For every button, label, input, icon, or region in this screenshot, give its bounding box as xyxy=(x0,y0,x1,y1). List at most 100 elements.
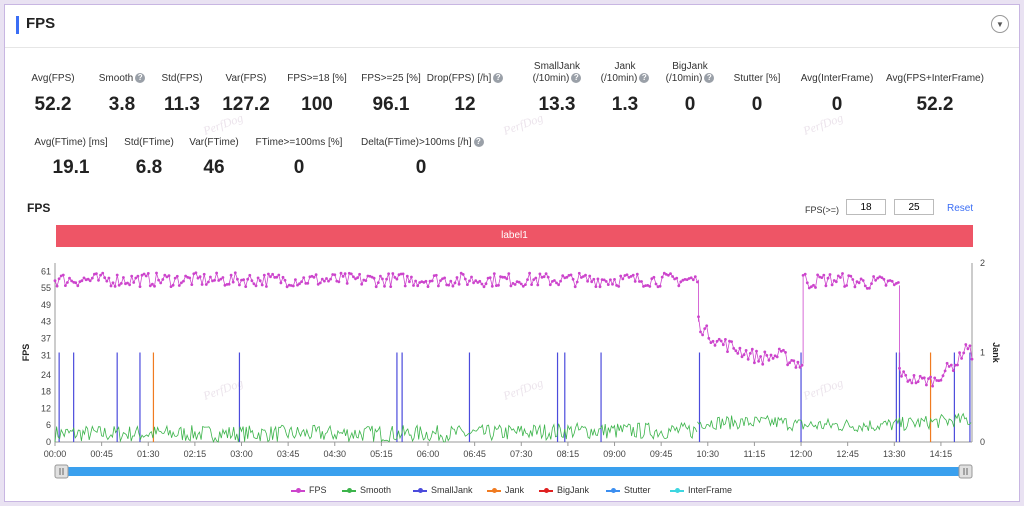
fps-point xyxy=(352,275,355,279)
fps-point xyxy=(573,285,577,289)
fps-point xyxy=(202,272,206,276)
fps-point xyxy=(457,282,461,286)
x-tick-label: 03:45 xyxy=(277,449,300,459)
fps-point xyxy=(730,340,733,343)
x-tick-label: 06:45 xyxy=(463,449,486,459)
help-icon[interactable]: ? xyxy=(639,73,650,84)
legend-item-jank[interactable]: Jank xyxy=(487,485,524,495)
fps-point xyxy=(126,281,129,285)
reset-link[interactable]: Reset xyxy=(947,203,974,214)
legend-item-smooth[interactable]: Smooth xyxy=(342,485,391,495)
legend-item-fps[interactable]: FPS xyxy=(291,485,327,495)
fps-point xyxy=(761,362,765,366)
help-icon[interactable]: ? xyxy=(473,137,484,148)
fps-point xyxy=(683,278,687,281)
fps-point xyxy=(509,284,513,288)
fps-point xyxy=(565,275,569,279)
y-tick-label: 6 xyxy=(46,420,51,430)
fps-point xyxy=(876,276,880,280)
y-tick-label: 37 xyxy=(41,334,51,344)
label-bar[interactable]: label1 xyxy=(56,225,973,247)
fps-point xyxy=(470,275,473,279)
fps-point xyxy=(788,361,791,365)
fps-point xyxy=(420,280,424,283)
watermark: PerfDog xyxy=(200,376,245,404)
help-icon[interactable]: ? xyxy=(135,73,146,84)
fps-point xyxy=(687,277,691,280)
fps-point xyxy=(159,281,163,285)
fps-point xyxy=(503,275,507,279)
fps-point xyxy=(515,280,519,283)
stat-r1-2: Std(FPS) 11.3 xyxy=(122,73,242,115)
fps-point xyxy=(80,279,84,283)
stat-label: BigJank (/10min)? xyxy=(630,61,750,85)
stat-value: 100 xyxy=(301,94,333,115)
fps-point xyxy=(366,274,370,278)
fps-point xyxy=(773,354,777,358)
fps-point xyxy=(432,274,436,277)
fps-point xyxy=(138,285,142,288)
fps-point xyxy=(312,275,316,279)
fps-point xyxy=(604,280,608,283)
legend-label: InterFrame xyxy=(688,485,733,495)
x-tick-label: 12:45 xyxy=(836,449,859,459)
fps-point xyxy=(175,274,179,278)
fps-point xyxy=(563,276,567,280)
fps-point xyxy=(750,347,754,351)
fps-point xyxy=(204,283,208,286)
fps-point xyxy=(707,336,711,340)
stat-r2-3: FTime>=100ms [%] 0 xyxy=(239,137,359,178)
stat-label: Var(FTime) xyxy=(189,137,239,148)
fps-point xyxy=(721,343,725,347)
fps-threshold-input-1[interactable] xyxy=(846,199,886,215)
fps-point xyxy=(225,283,229,286)
fps-point xyxy=(298,282,301,286)
fps-point xyxy=(861,279,865,282)
stat-label: FTime>=100ms [%] xyxy=(255,137,343,148)
legend-item-stutter[interactable]: Stutter xyxy=(606,485,651,495)
fps-point xyxy=(748,352,752,355)
stat-label: Smooth? xyxy=(62,73,182,85)
fps-point xyxy=(652,275,656,279)
legend-item-interframe[interactable]: InterFrame xyxy=(670,485,732,495)
fps-point xyxy=(586,279,589,283)
help-icon[interactable]: ? xyxy=(571,73,582,84)
fps-point xyxy=(148,284,152,288)
help-icon[interactable]: ? xyxy=(493,73,504,84)
fps-point xyxy=(103,276,107,280)
collapse-chevron-icon[interactable]: ▼ xyxy=(991,15,1009,33)
help-icon[interactable]: ? xyxy=(704,73,715,84)
fps-point xyxy=(383,284,386,288)
fps-point xyxy=(97,278,100,282)
x-tick-label: 09:00 xyxy=(603,449,626,459)
fps-point xyxy=(209,275,212,279)
fps-point xyxy=(937,379,941,383)
fps-point xyxy=(557,283,560,287)
stat-label: Std(FPS) xyxy=(161,73,203,84)
legend-swatch xyxy=(670,487,684,493)
legend-item-bigjank[interactable]: BigJank xyxy=(539,485,589,495)
fps-threshold-input-2[interactable] xyxy=(894,199,934,215)
fps-point xyxy=(461,273,465,276)
fps-point xyxy=(151,282,154,286)
stat-label: Stutter [%] xyxy=(733,73,781,84)
fps-point xyxy=(906,380,910,383)
fps-point xyxy=(945,361,949,365)
fps-point xyxy=(115,273,119,277)
legend-item-smalljank[interactable]: SmallJank xyxy=(413,485,473,495)
fps-point xyxy=(805,281,809,285)
fps-point xyxy=(492,272,496,275)
fps-point xyxy=(468,279,471,283)
fps-point xyxy=(169,285,173,288)
fps-point xyxy=(691,278,695,282)
fps-point xyxy=(841,272,844,275)
fps-point xyxy=(57,277,61,281)
stat-value: 0 xyxy=(415,157,427,178)
fps-point xyxy=(244,285,248,288)
fps-point xyxy=(192,272,196,276)
header-accent-bar xyxy=(16,16,19,34)
fps-point xyxy=(943,369,947,373)
fps-point xyxy=(289,284,293,287)
fps-point xyxy=(782,348,785,352)
fps-point xyxy=(667,273,670,277)
